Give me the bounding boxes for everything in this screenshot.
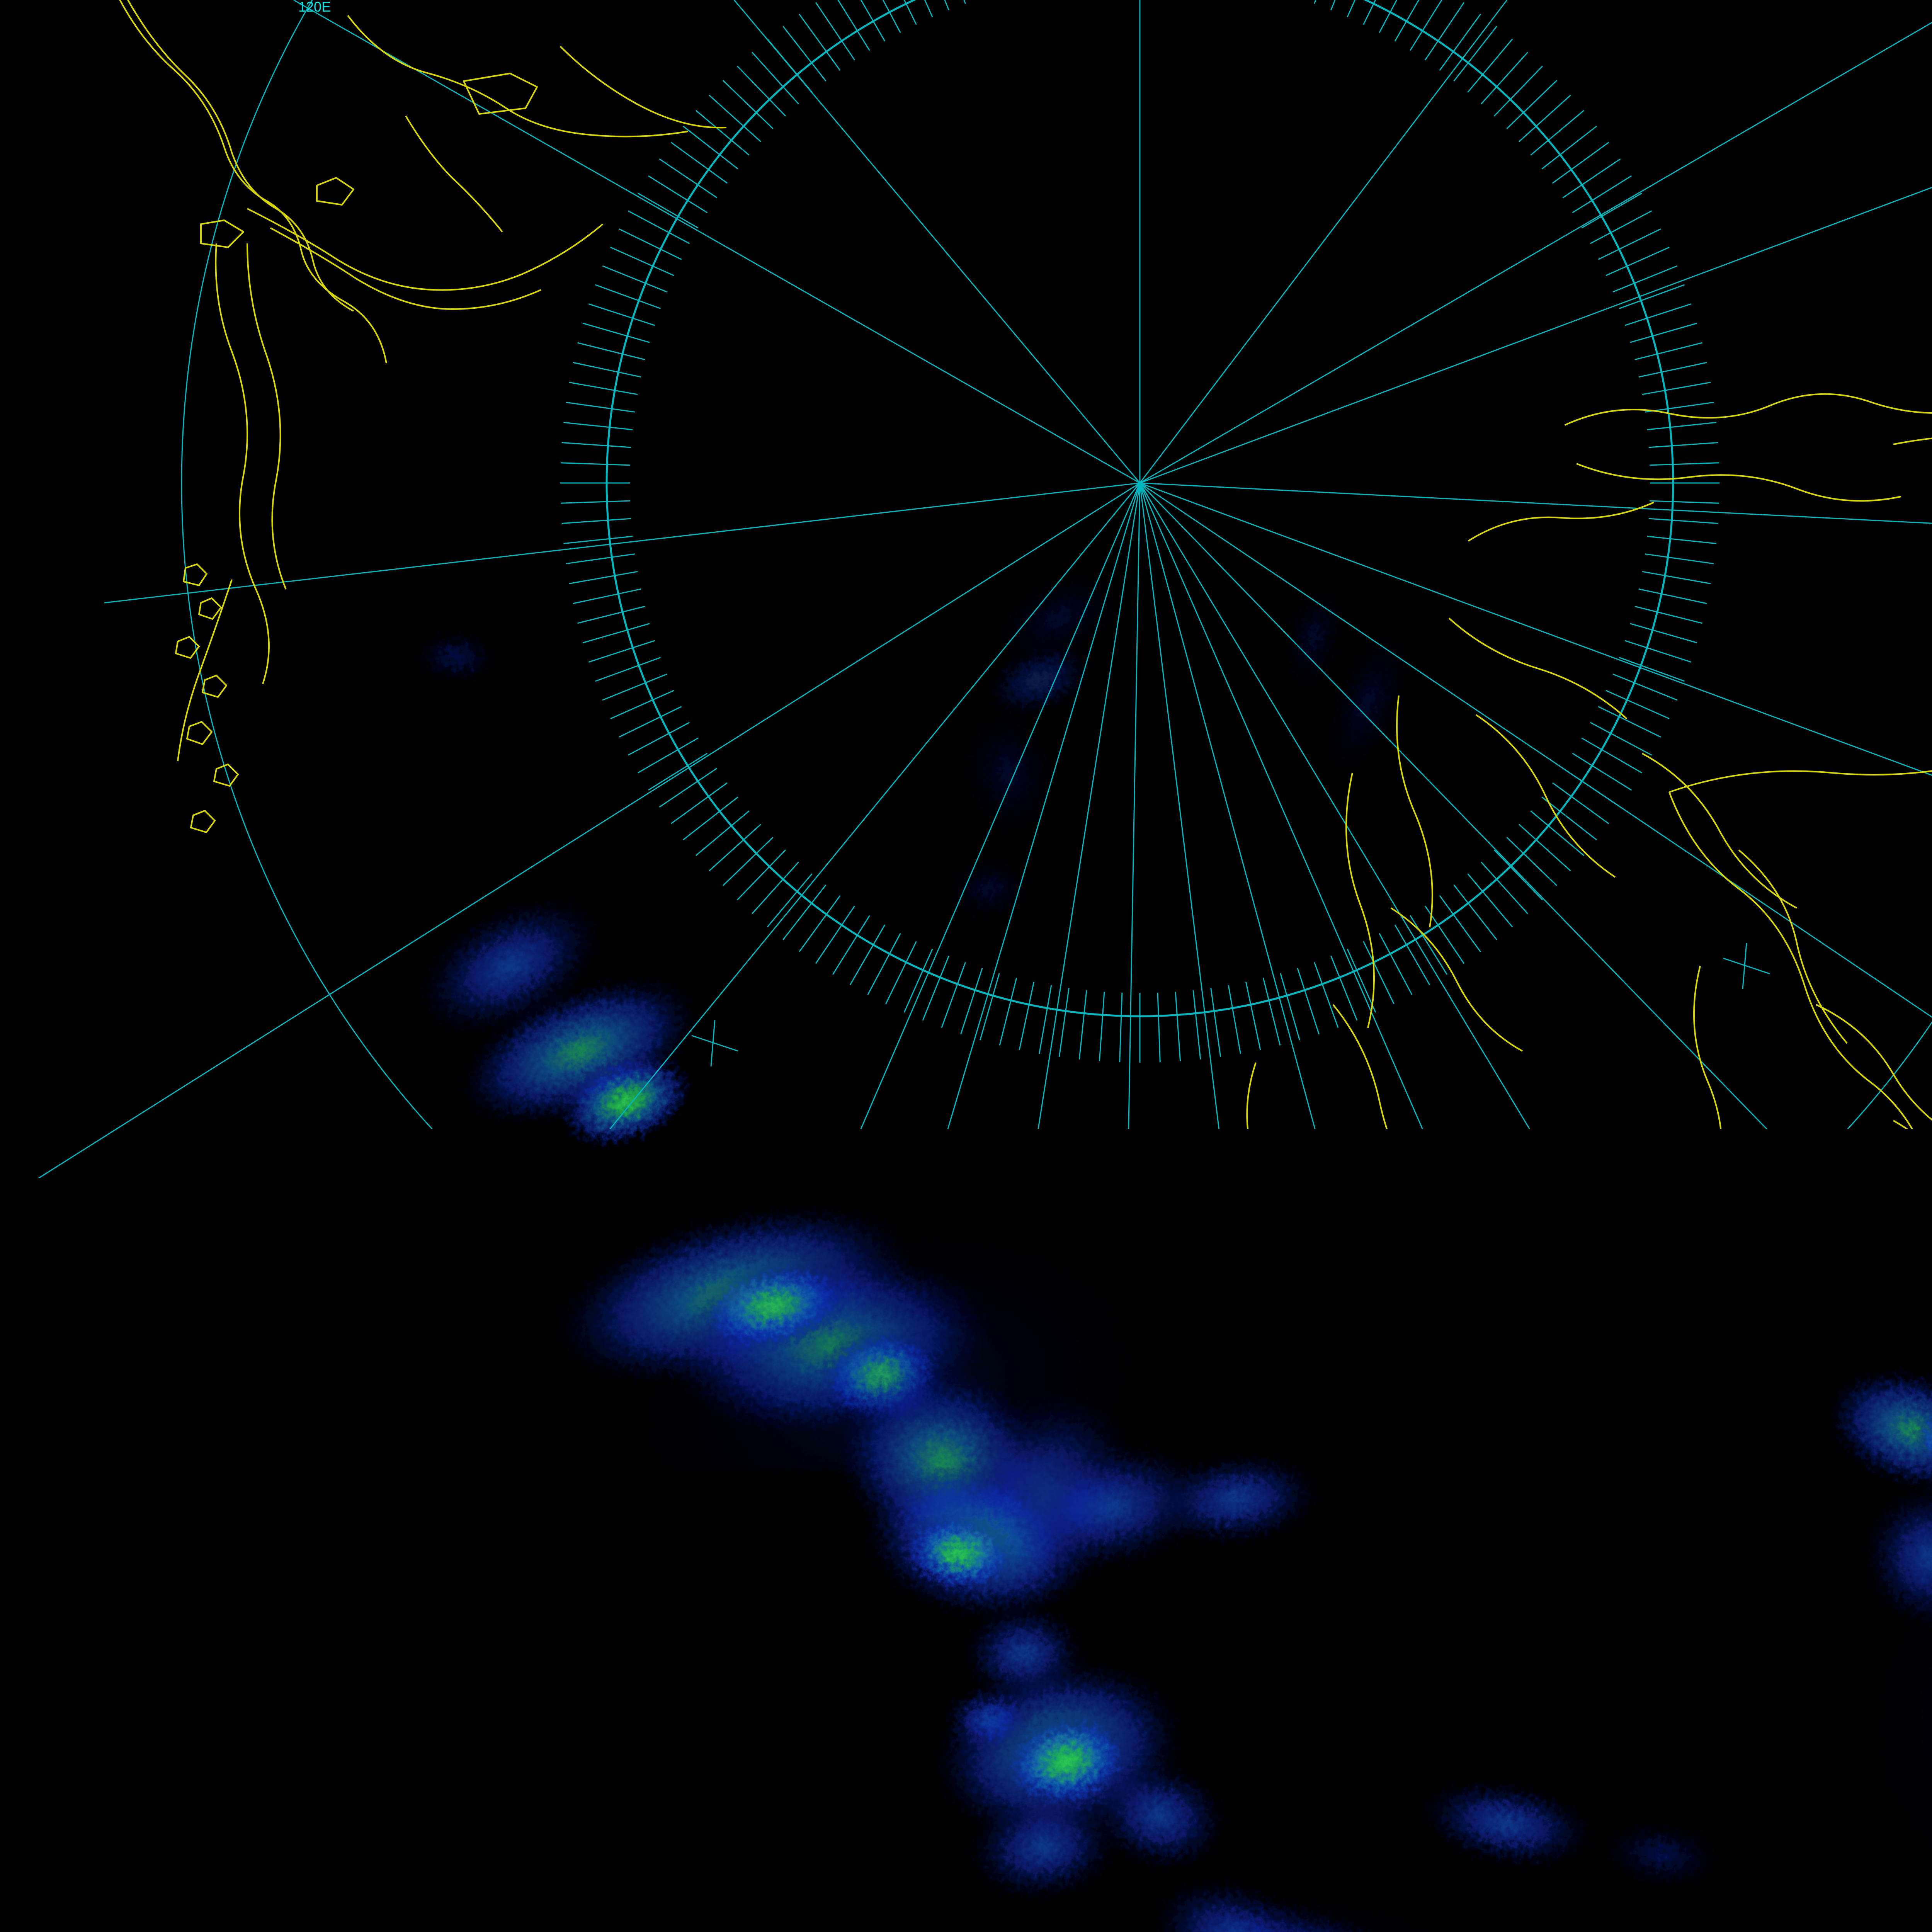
satellite-map-view: 120E 60W 50N 150W 140W VIIRS SO2 Index n…: [0, 0, 1932, 1932]
graticule-label-120e: 120E: [298, 0, 331, 14]
map-canvas: [0, 0, 1932, 1932]
